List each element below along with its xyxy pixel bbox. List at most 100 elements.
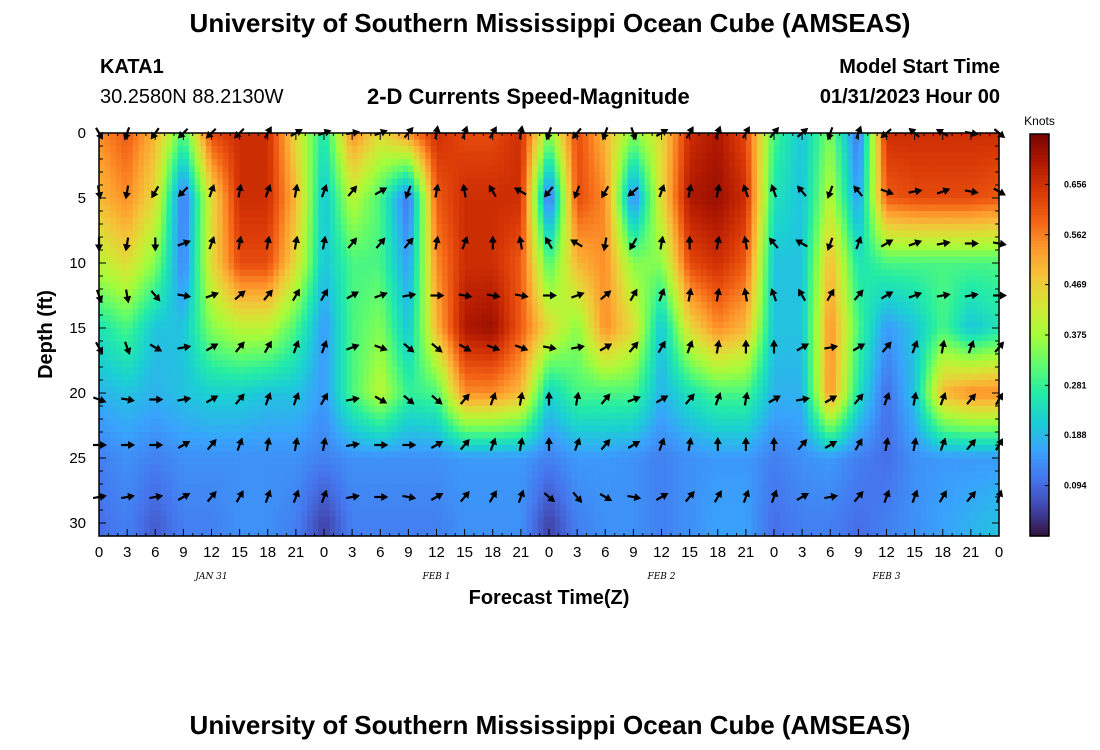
heatmap-cell [532, 276, 539, 284]
heatmap-cell [537, 256, 544, 264]
heatmap-cell [419, 172, 426, 180]
heatmap-cell [324, 191, 331, 199]
heatmap-cell [324, 328, 331, 336]
heatmap-cell [419, 198, 426, 206]
heatmap-cell [295, 295, 303, 303]
heatmap-cell [774, 250, 781, 258]
heatmap-cell [892, 198, 899, 206]
heatmap-cell [369, 256, 376, 264]
heatmap-cell [205, 139, 213, 147]
heatmap-cell [189, 282, 196, 290]
heatmap-cell [785, 185, 792, 193]
heatmap-cell [858, 295, 865, 303]
heatmap-cell [835, 269, 843, 277]
heatmap-cell [408, 250, 415, 258]
heatmap-cell [644, 165, 651, 173]
heatmap-cell [408, 211, 415, 219]
heatmap-cell [807, 230, 814, 238]
heatmap-cell [599, 237, 606, 245]
heatmap-cell [172, 334, 179, 342]
heatmap-cell [250, 152, 258, 160]
heatmap-cell [397, 224, 404, 232]
heatmap-cell [324, 250, 331, 258]
heatmap-cell [419, 308, 426, 316]
heatmap-cell [954, 146, 961, 154]
heatmap-cell [729, 263, 736, 271]
heatmap-cell [610, 250, 618, 258]
heatmap-cell [329, 315, 336, 323]
heatmap-cell [543, 269, 550, 277]
heatmap-cell [897, 211, 904, 219]
heatmap-cell [762, 308, 769, 316]
heatmap-cell [605, 302, 612, 310]
heatmap-cell [976, 250, 983, 258]
heatmap-cell [987, 133, 994, 141]
heatmap-cell [965, 133, 972, 141]
heatmap-cell [110, 315, 117, 323]
heatmap-cell [970, 146, 978, 154]
heatmap-cell [194, 198, 201, 206]
heatmap-cell [391, 308, 398, 316]
heatmap-cell [762, 263, 769, 271]
heatmap-cell [650, 237, 657, 245]
heatmap-cell [295, 328, 303, 336]
heatmap-cell [965, 172, 972, 180]
heatmap-cell [110, 185, 117, 193]
heatmap-cell [430, 276, 438, 284]
heatmap-cell [864, 211, 871, 219]
heatmap-cell [481, 328, 488, 336]
heatmap-cell [909, 133, 916, 141]
heatmap-cell [222, 321, 229, 329]
heatmap-cell [655, 204, 663, 212]
heatmap-cell [217, 159, 224, 167]
heatmap-cell [610, 328, 618, 336]
heatmap-cell [262, 276, 269, 284]
heatmap-cell [144, 198, 151, 206]
heatmap-cell [751, 185, 758, 193]
heatmap-cell [262, 282, 269, 290]
heatmap-cell [301, 146, 308, 154]
heatmap-cell [312, 159, 319, 167]
heatmap-cell [633, 178, 640, 186]
heatmap-cell [470, 191, 477, 199]
heatmap-cell [267, 217, 274, 225]
heatmap-cell [149, 334, 156, 342]
heatmap-cell [312, 198, 319, 206]
heatmap-cell [335, 159, 342, 167]
heatmap-cell [504, 178, 511, 186]
heatmap-cell [858, 133, 865, 141]
heatmap-cell [729, 185, 736, 193]
heatmap-cell [594, 198, 601, 206]
heatmap-cell [239, 328, 246, 336]
station-coords: 30.2580N 88.2130W [100, 86, 284, 108]
heatmap-cell [279, 146, 286, 154]
heatmap-cell [667, 133, 674, 141]
heatmap-cell [256, 133, 263, 141]
heatmap-cell [256, 269, 263, 277]
heatmap-cell [695, 204, 702, 212]
heatmap-cell [650, 152, 657, 160]
heatmap-cell [245, 308, 252, 316]
heatmap-cell [205, 334, 213, 342]
heatmap-cell [526, 315, 533, 323]
heatmap-cell [211, 256, 218, 264]
heatmap-cell [357, 204, 364, 212]
heatmap-cell [104, 172, 111, 180]
heatmap-cell [751, 276, 758, 284]
heatmap-cell [599, 159, 606, 167]
heatmap-cell [391, 139, 398, 147]
heatmap-cell [239, 334, 246, 342]
heatmap-cell [290, 315, 297, 323]
heatmap-cell [189, 159, 196, 167]
heatmap-cell [633, 263, 640, 271]
heatmap-cell [475, 146, 483, 154]
heatmap-cell [560, 198, 567, 206]
heatmap-cell [234, 165, 241, 173]
heatmap-cell [115, 165, 123, 173]
heatmap-cell [920, 315, 927, 323]
heatmap-cell [925, 243, 933, 251]
heatmap-cell [650, 256, 657, 264]
heatmap-cell [273, 172, 280, 180]
heatmap-cell [245, 321, 252, 329]
